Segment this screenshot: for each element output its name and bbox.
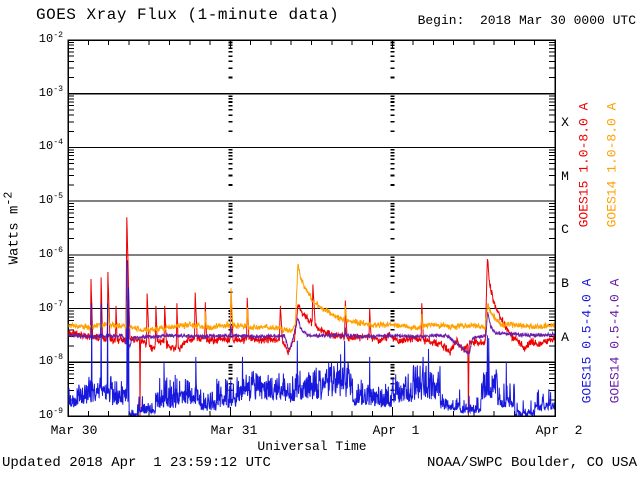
y-tick-label: 10-8 — [38, 353, 63, 368]
legend-label-3: GOES15 0.5-4.0 A — [579, 278, 595, 404]
x-tick-label: Apr 1 — [372, 423, 420, 438]
source-attribution: NOAA/SWPC Boulder, CO USA — [426, 455, 637, 471]
page-title: GOES Xray Flux (1-minute data) — [36, 6, 340, 24]
flux-class-label-a: A — [561, 330, 569, 345]
y-tick-label: 10-3 — [38, 85, 63, 100]
y-tick-label: 10-7 — [38, 300, 63, 315]
legend-label-4: GOES14 0.5-4.0 A — [607, 278, 623, 404]
y-axis-title: Watts m-2 — [1, 191, 23, 265]
x-tick-label: Apr 2 — [535, 423, 583, 438]
flux-class-label-x: X — [561, 115, 569, 130]
y-tick-label: 10-6 — [38, 246, 63, 261]
begin-time-label: Begin: 2018 Mar 30 0000 UTC — [417, 13, 636, 28]
legend-label-2: GOES14 1.0-8.0 A — [604, 102, 620, 228]
x-tick-label: Mar 31 — [210, 423, 258, 438]
flux-class-label-b: B — [561, 276, 569, 291]
flux-class-label-m: M — [561, 169, 569, 184]
x-tick-label: Mar 30 — [50, 423, 98, 438]
legend-label-1: GOES15 1.0-8.0 A — [576, 102, 592, 228]
updated-timestamp: Updated 2018 Apr 1 23:59:12 UTC — [2, 455, 271, 471]
y-tick-label: 10-4 — [38, 138, 63, 153]
y-tick-label: 10-2 — [38, 31, 63, 46]
y-tick-label: 10-9 — [38, 407, 63, 422]
x-axis-title: Universal Time — [257, 439, 367, 454]
y-tick-label: 10-5 — [38, 192, 63, 207]
flux-class-label-c: C — [561, 222, 569, 237]
